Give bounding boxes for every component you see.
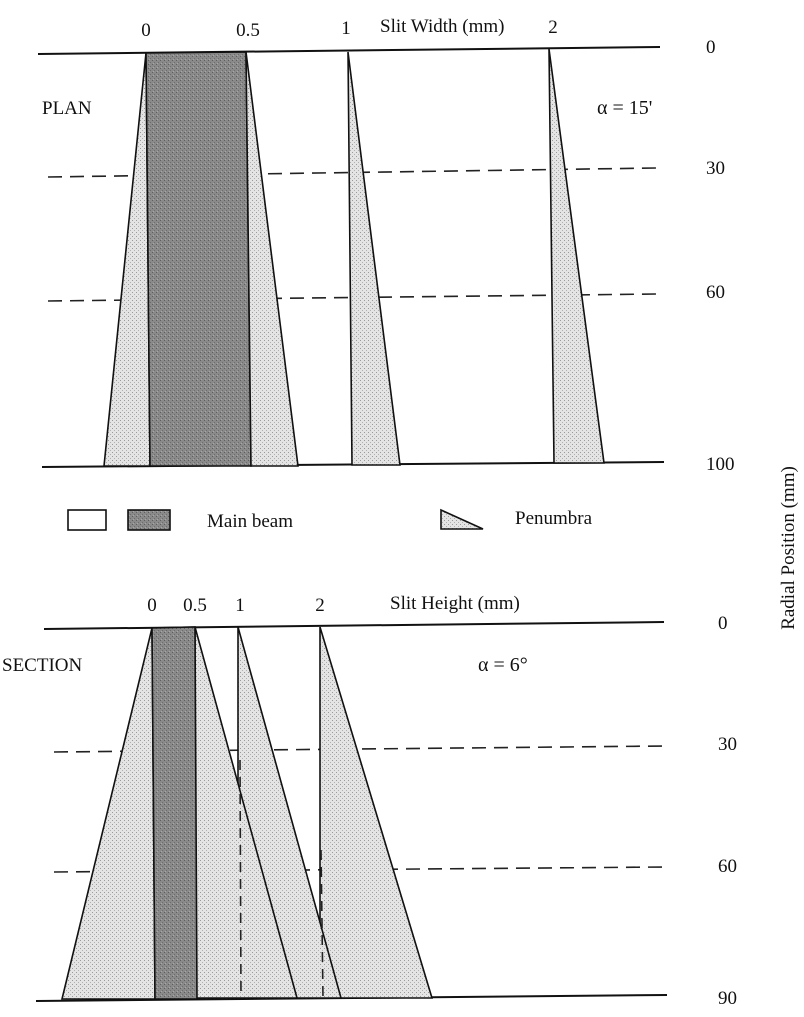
plan-penumbra-slit-1 — [347, 51, 401, 466]
legend-clear-swatch — [67, 509, 107, 531]
plan-slit-tick-2: 2 — [548, 17, 558, 38]
section-top-line — [43, 621, 665, 630]
legend-penumbra-swatch — [440, 508, 484, 530]
plan-slit-tick-1: 1 — [341, 18, 351, 39]
plan-slit-tick-0: 0 — [141, 20, 151, 41]
section-radial-tick-30: 30 — [718, 734, 737, 755]
radial-position-axis-title: Radial Position (mm) — [778, 466, 799, 630]
legend: Main beam Penumbra — [67, 508, 593, 532]
section-penumbra-left-0 — [60, 627, 156, 1000]
section-radial-tick-90: 90 — [718, 988, 737, 1009]
section-penumbra-slit-2 — [319, 626, 434, 999]
section-slit-tick-2: 2 — [315, 595, 325, 616]
plan-radial-tick-0: 0 — [706, 37, 716, 58]
legend-main-beam-swatch — [127, 509, 171, 531]
legend-main-beam-label: Main beam — [207, 511, 293, 532]
plan-radial-tick-60: 60 — [706, 282, 725, 303]
section-label: SECTION — [2, 655, 83, 676]
section-main-beam-0-0.5 — [151, 626, 198, 1000]
section-dash-vertical-1 — [239, 759, 242, 999]
legend-penumbra-label: Penumbra — [515, 508, 593, 529]
plan-slit-width-header: Slit Width (mm) — [380, 16, 505, 37]
plan-radial-tick-100: 100 — [706, 454, 735, 475]
plan-slit-tick-0.5: 0.5 — [236, 20, 260, 41]
section-slit-height-header: Slit Height (mm) — [390, 593, 520, 614]
section-slit-tick-0: 0 — [147, 595, 157, 616]
plan-penumbra-left-0 — [103, 52, 151, 467]
section-alpha: α = 6° — [478, 654, 528, 676]
section-radial-tick-0: 0 — [718, 613, 728, 634]
plan-main-beam-0-0.5 — [145, 51, 252, 467]
plan-top-line — [37, 46, 661, 55]
section-slit-tick-0.5: 0.5 — [183, 595, 207, 616]
plan-alpha: α = 15' — [597, 97, 652, 119]
section-panel: 0 0.5 1 2 Slit Height (mm) SECTION α = 6… — [2, 593, 737, 1009]
section-dash-vertical-2 — [320, 849, 324, 999]
plan-penumbra-right-0.5 — [245, 51, 299, 467]
plan-penumbra-slit-2 — [548, 48, 605, 464]
section-radial-tick-60: 60 — [718, 856, 737, 877]
plan-radial-tick-30: 30 — [706, 158, 725, 179]
section-slit-tick-1: 1 — [235, 595, 245, 616]
plan-label: PLAN — [42, 98, 92, 119]
plan-panel: 0 0.5 1 2 Slit Width (mm) PLAN α = 15' 0… — [37, 16, 735, 475]
